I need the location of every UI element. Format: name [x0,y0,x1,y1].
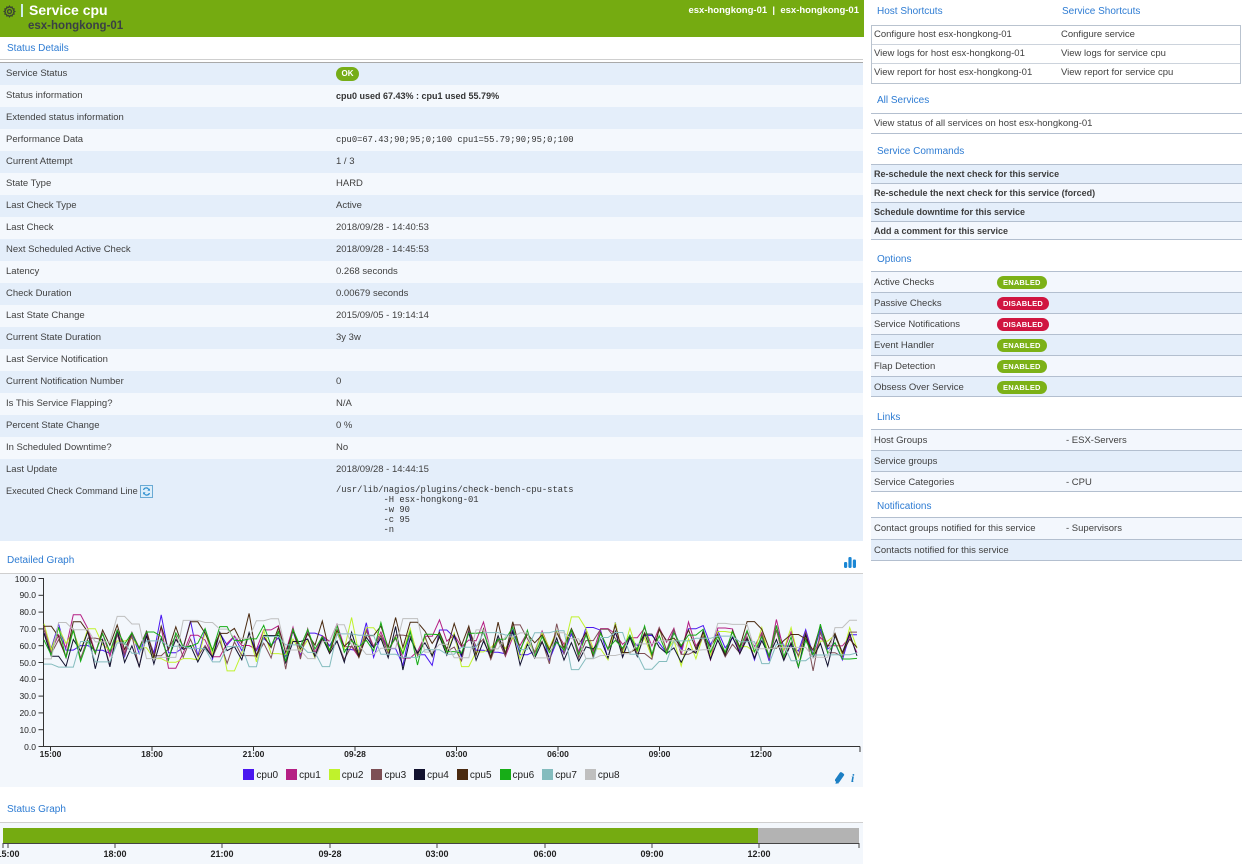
svg-text:i: i [851,771,855,784]
